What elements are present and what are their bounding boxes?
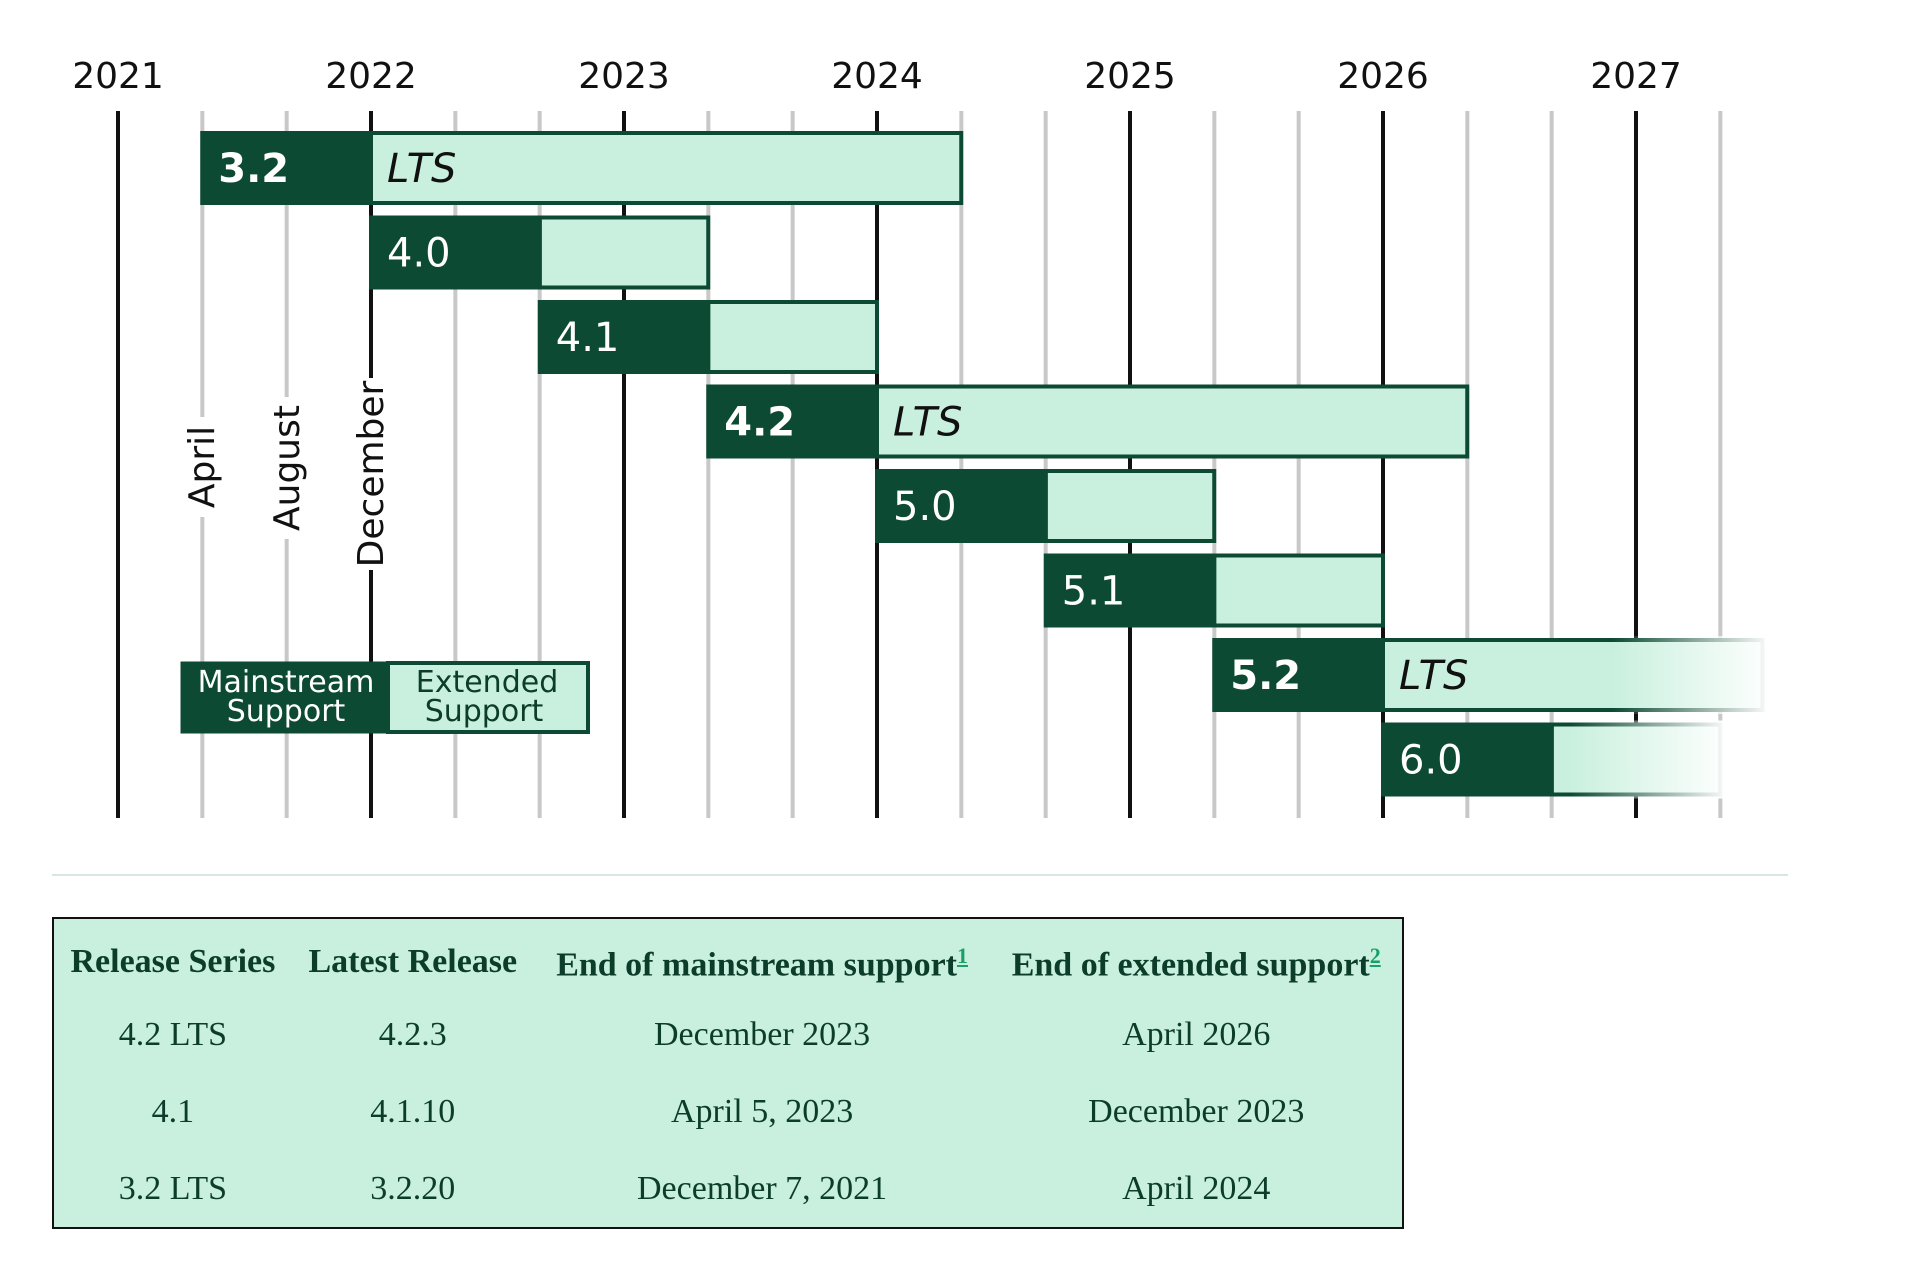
legend-mainstream-line1: Mainstream	[198, 665, 375, 700]
legend-extended-line2: Support	[425, 694, 544, 729]
mainstream-support-bar	[875, 469, 1048, 543]
lts-label: LTS	[1399, 653, 1468, 699]
release-version-label: 4.0	[387, 231, 451, 277]
legend-mainstream-line2: Support	[227, 694, 346, 729]
release-support-table: Release Series Latest Release End of mai…	[52, 917, 1404, 1230]
year-tick-label: 2022	[325, 56, 417, 97]
extended-support-bar	[537, 215, 711, 290]
release-version-label: 5.0	[893, 484, 957, 530]
extended-support-bar	[706, 300, 880, 374]
cell-end-mainstream: December 2023	[654, 1015, 871, 1053]
cell-end-mainstream: December 7, 2021	[637, 1169, 888, 1207]
legend-extended-line1: Extended	[416, 665, 559, 700]
table-row: 3.2 LTS 3.2.20 December 7, 2021 April 20…	[54, 1150, 1402, 1227]
footnote-1-link[interactable]: 1	[957, 943, 968, 968]
cell-latest-release: 4.2.3	[378, 1015, 447, 1053]
cell-release-series: 4.1	[151, 1092, 195, 1130]
mainstream-support-bar	[369, 215, 542, 290]
chart-legend: Mainstream Support Extended Support	[180, 661, 590, 734]
mainstream-support-bar	[706, 384, 880, 459]
month-label-backing	[351, 378, 391, 570]
header-release-series: Release Series	[70, 942, 276, 980]
bar-fade-overlay	[1570, 720, 1731, 799]
cell-release-series: 4.2 LTS	[118, 1015, 228, 1053]
header-latest-release: Latest Release	[308, 942, 518, 980]
table-row: 4.2 LTS 4.2.3 December 2023 April 2026	[54, 996, 1402, 1073]
mainstream-support-bar	[200, 131, 373, 205]
year-tick-label: 2026	[1337, 56, 1429, 97]
mainstream-support-bar	[1043, 553, 1217, 628]
legend-extended-swatch	[386, 661, 590, 734]
cell-latest-release: 4.1.10	[370, 1092, 456, 1130]
cell-latest-release: 3.2.20	[370, 1169, 456, 1207]
release-version-label: 5.1	[1062, 569, 1126, 615]
release-version-label: 4.1	[556, 315, 620, 361]
year-tick-label: 2023	[578, 56, 670, 97]
bar-fade-overlay	[1612, 636, 1773, 714]
release-version-label: 5.2	[1230, 653, 1301, 699]
footnote-2-link[interactable]: 2	[1369, 943, 1381, 968]
month-guide-label: August	[267, 405, 308, 531]
section-divider	[52, 874, 1788, 876]
header-end-mainstream-label: End of mainstream support	[556, 946, 957, 984]
cell-end-extended: April 2026	[1122, 1015, 1271, 1053]
month-label-backing	[182, 417, 223, 517]
table-header-row: Release Series Latest Release End of mai…	[54, 919, 1402, 996]
release-version-label: 3.2	[218, 146, 289, 192]
mainstream-support-bar	[1381, 722, 1554, 797]
release-roadmap-chart: 2021 2022 2023 2024 2025 2026 2027 April August…	[72, 56, 1773, 818]
extended-support-bar	[1212, 553, 1386, 628]
header-end-mainstream: End of mainstream support1	[534, 919, 991, 996]
release-version-label: 4.2	[724, 400, 795, 446]
month-label-backing	[266, 397, 307, 539]
header-end-extended: End of extended support2	[990, 919, 1402, 996]
cell-end-extended: December 2023	[1088, 1092, 1305, 1130]
year-tick-label: 2024	[831, 56, 923, 97]
cell-end-mainstream: April 5, 2023	[670, 1092, 854, 1130]
mainstream-support-bar	[1212, 638, 1386, 712]
extended-support-bar	[1043, 469, 1217, 543]
month-guide-label: April	[182, 426, 223, 508]
extended-support-bar	[875, 384, 1470, 459]
cell-release-series: 3.2 LTS	[118, 1169, 228, 1207]
mainstream-support-bar	[537, 300, 711, 374]
lts-label: LTS	[893, 400, 962, 446]
legend-mainstream-swatch	[180, 661, 390, 734]
header-end-extended-label: End of extended support	[1011, 946, 1370, 984]
release-version-label: 6.0	[1399, 738, 1463, 784]
extended-support-bar	[369, 131, 964, 205]
year-tick-label: 2025	[1084, 56, 1176, 97]
month-guide-label: December	[351, 380, 392, 567]
table-row: 4.1 4.1.10 April 5, 2023 December 2023	[54, 1073, 1402, 1150]
lts-label: LTS	[387, 146, 456, 192]
year-tick-label: 2027	[1590, 56, 1682, 97]
year-tick-label: 2021	[72, 56, 164, 97]
cell-end-extended: April 2024	[1122, 1169, 1271, 1207]
